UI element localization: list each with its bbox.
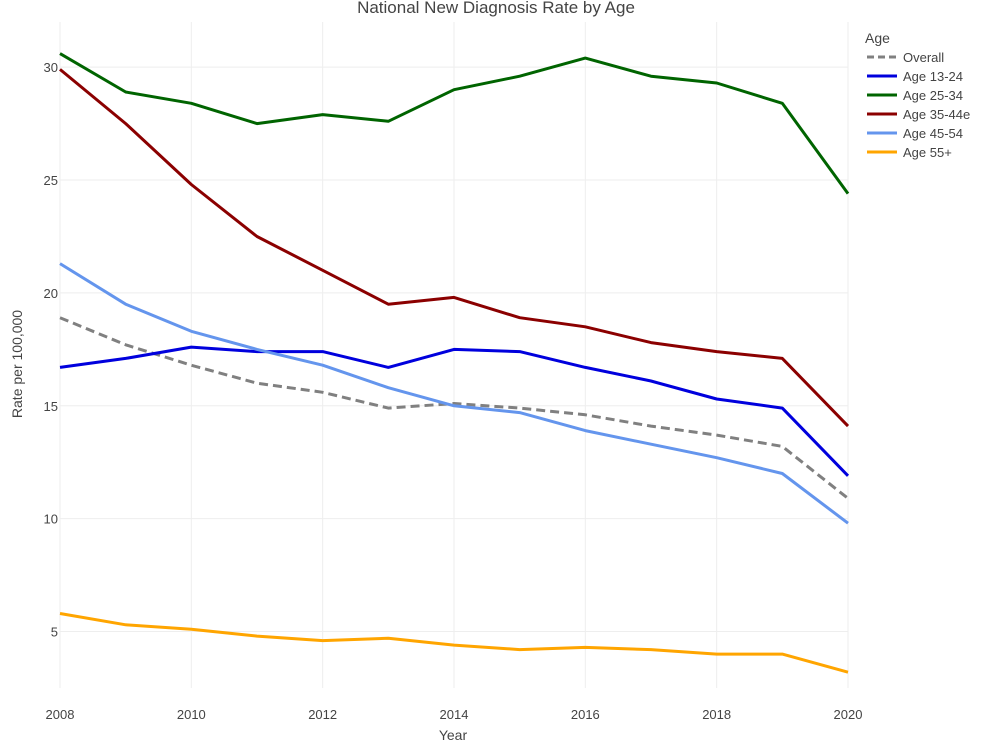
y-tick-label: 25 bbox=[44, 173, 58, 188]
grid bbox=[59, 22, 849, 688]
legend-label: Age 13-24 bbox=[903, 69, 963, 84]
series-lines bbox=[59, 52, 850, 674]
series-line-overall bbox=[59, 316, 849, 500]
y-axis-ticks: 5 10 15 20 25 30 bbox=[44, 60, 58, 639]
series-line-age-13-24 bbox=[59, 345, 850, 477]
legend-label: Age 55+ bbox=[903, 145, 952, 160]
y-axis-title: Rate per 100,000 bbox=[9, 310, 25, 418]
x-tick-label: 2016 bbox=[571, 707, 600, 722]
y-tick-label: 10 bbox=[44, 512, 58, 527]
x-tick-label: 2014 bbox=[440, 707, 469, 722]
x-tick-label: 2012 bbox=[308, 707, 337, 722]
series-line-age-45-54 bbox=[59, 262, 849, 525]
y-tick-label: 20 bbox=[44, 286, 58, 301]
legend-label: Age 25-34 bbox=[903, 88, 963, 103]
y-tick-label: 15 bbox=[44, 399, 58, 414]
legend-label: Overall bbox=[903, 50, 944, 65]
legend: Age Overall Age 13-24 Age 25-34 Age 35-44e A… bbox=[865, 30, 970, 160]
legend-label: Age 35-44e bbox=[903, 107, 970, 122]
series-line-age-55- bbox=[59, 612, 849, 674]
x-tick-label: 2010 bbox=[177, 707, 206, 722]
series-line-age-25-34 bbox=[59, 52, 850, 195]
y-tick-label: 5 bbox=[51, 625, 58, 640]
x-tick-label: 2020 bbox=[834, 707, 863, 722]
y-tick-label: 30 bbox=[44, 60, 58, 75]
legend-label: Age 45-54 bbox=[903, 126, 963, 141]
x-tick-label: 2018 bbox=[702, 707, 731, 722]
series-line-age-35-44e bbox=[59, 68, 850, 428]
x-tick-label: 2008 bbox=[46, 707, 75, 722]
chart-title: National New Diagnosis Rate by Age bbox=[357, 0, 635, 17]
legend-title: Age bbox=[865, 30, 890, 46]
x-axis-ticks: 2008 2010 2012 2014 2016 2018 2020 bbox=[46, 707, 863, 722]
x-axis-title: Year bbox=[439, 727, 468, 743]
